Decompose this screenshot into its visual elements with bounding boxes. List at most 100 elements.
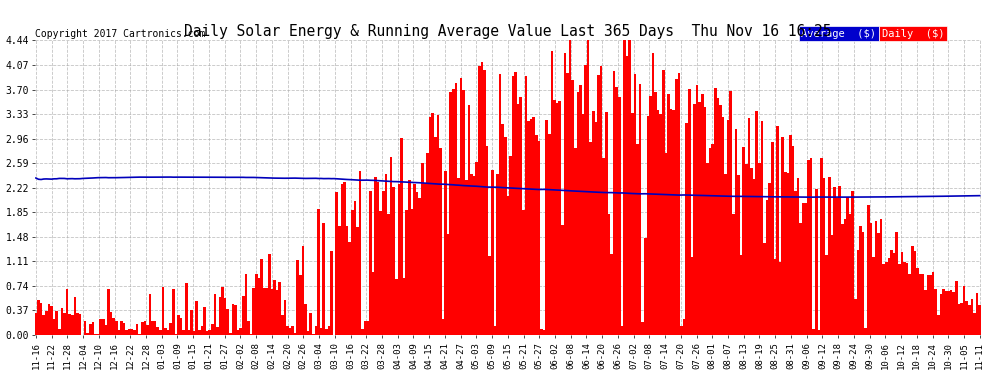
Bar — [957, 304, 960, 335]
Bar — [522, 210, 525, 335]
Bar — [550, 51, 553, 335]
Bar — [307, 331, 310, 335]
Bar — [148, 294, 151, 335]
Bar — [940, 294, 942, 335]
Bar — [299, 275, 302, 335]
Bar — [579, 85, 582, 335]
Bar — [932, 272, 935, 335]
Bar — [763, 243, 766, 335]
Bar — [963, 286, 965, 335]
Bar — [63, 313, 65, 335]
Bar — [248, 321, 249, 335]
Bar — [35, 313, 38, 335]
Bar — [771, 142, 773, 335]
Bar — [403, 278, 405, 335]
Bar — [693, 104, 696, 335]
Bar — [750, 168, 752, 335]
Bar — [353, 201, 356, 335]
Bar — [504, 137, 507, 335]
Bar — [193, 331, 195, 335]
Bar — [494, 326, 496, 335]
Bar — [457, 178, 459, 335]
Bar — [571, 80, 574, 335]
Bar — [89, 324, 92, 335]
Bar — [563, 53, 566, 335]
Bar — [491, 170, 494, 335]
Bar — [872, 257, 875, 335]
Bar — [45, 310, 48, 335]
Bar — [867, 205, 869, 335]
Bar — [646, 116, 649, 335]
Bar — [320, 328, 323, 335]
Bar — [52, 320, 55, 335]
Bar — [377, 182, 379, 335]
Bar — [637, 144, 639, 335]
Bar — [514, 72, 517, 335]
Bar — [821, 158, 823, 335]
Bar — [745, 164, 747, 335]
Bar — [740, 255, 742, 335]
Bar — [344, 182, 346, 335]
Bar — [662, 70, 664, 335]
Bar — [446, 234, 449, 335]
Bar — [496, 174, 499, 335]
Bar — [794, 191, 797, 335]
Bar — [755, 111, 758, 335]
Bar — [260, 259, 262, 335]
Bar — [919, 273, 922, 335]
Bar — [470, 174, 473, 335]
Bar — [880, 219, 882, 335]
Bar — [172, 288, 174, 335]
Bar — [568, 40, 571, 335]
Bar — [392, 187, 395, 335]
Bar — [597, 75, 600, 335]
Bar — [924, 290, 927, 335]
Bar — [387, 214, 390, 335]
Bar — [270, 289, 273, 335]
Bar — [893, 253, 895, 335]
Bar — [509, 156, 512, 335]
Bar — [211, 324, 214, 335]
Bar — [685, 123, 688, 335]
Bar — [784, 172, 786, 335]
Bar — [530, 119, 533, 335]
Bar — [40, 303, 43, 335]
Bar — [621, 327, 623, 335]
Bar — [65, 289, 68, 335]
Text: Daily  ($): Daily ($) — [882, 29, 944, 39]
Bar — [856, 250, 859, 335]
Bar — [190, 310, 193, 335]
Bar — [302, 246, 304, 335]
Bar — [826, 255, 828, 335]
Bar — [779, 262, 781, 335]
Bar — [626, 56, 629, 335]
Bar — [291, 326, 294, 335]
Bar — [854, 299, 856, 335]
Bar — [237, 330, 240, 335]
Bar — [644, 238, 646, 335]
Bar — [440, 147, 442, 335]
Bar — [78, 314, 81, 335]
Bar — [185, 283, 187, 335]
Bar — [400, 138, 403, 335]
Bar — [128, 329, 131, 335]
Bar — [517, 104, 520, 335]
Bar — [169, 323, 172, 335]
Bar — [348, 242, 350, 335]
Bar — [268, 254, 270, 335]
Bar — [898, 264, 901, 335]
Bar — [240, 328, 242, 335]
Bar — [71, 315, 73, 335]
Bar — [691, 257, 693, 335]
Bar — [379, 211, 382, 335]
Bar — [688, 89, 691, 335]
Bar — [792, 147, 794, 335]
Bar — [232, 304, 235, 335]
Bar — [398, 184, 400, 335]
Bar — [310, 313, 312, 335]
Bar — [133, 330, 136, 335]
Bar — [201, 327, 203, 335]
Bar — [781, 137, 784, 335]
Bar — [252, 288, 255, 335]
Bar — [828, 177, 831, 335]
